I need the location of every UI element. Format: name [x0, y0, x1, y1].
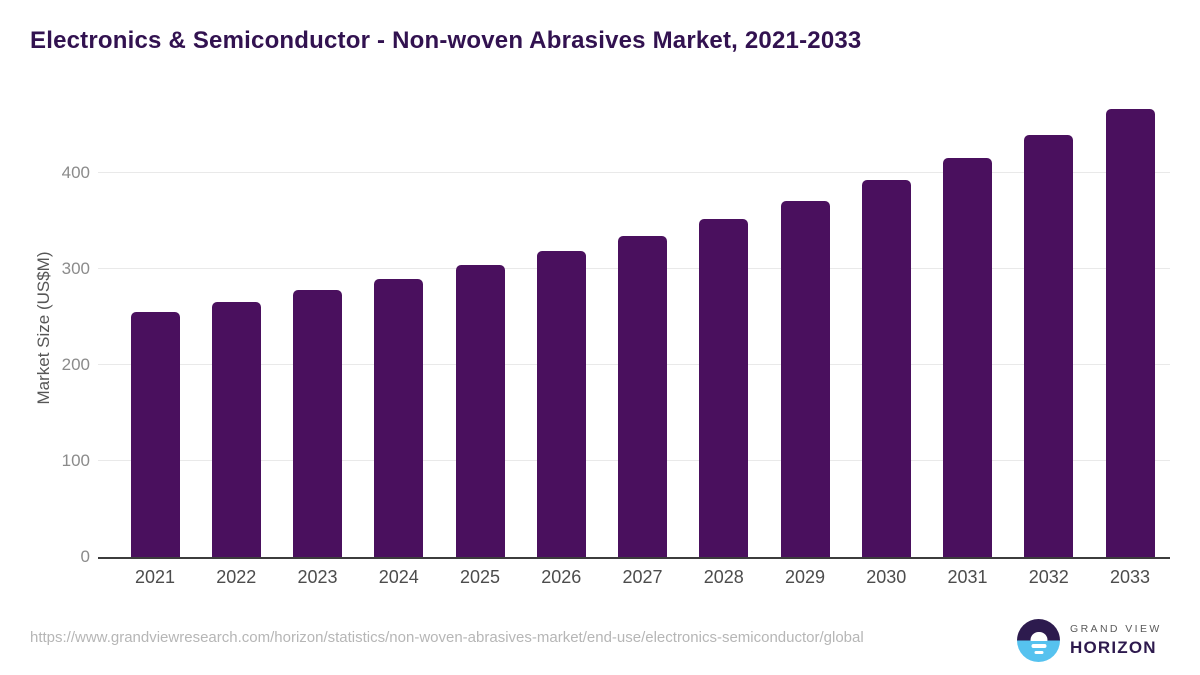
- x-tick-label-2030: 2030: [866, 567, 907, 587]
- bar-2025[interactable]: [455, 265, 505, 557]
- logo-text: GRAND VIEW HORIZON: [1070, 623, 1162, 658]
- x-tick-label-2025: 2025: [459, 567, 501, 587]
- sunset-circle-icon: [1017, 619, 1060, 662]
- y-tick-label-100: 100: [61, 451, 90, 470]
- bar-2031[interactable]: [943, 157, 992, 557]
- chart-title: Electronics & Semiconductor - Non-woven …: [30, 27, 862, 54]
- x-tick-label-2021: 2021: [134, 567, 176, 587]
- x-tick-label-2022: 2022: [216, 567, 257, 587]
- bar-2033[interactable]: [1105, 108, 1155, 557]
- y-tick-label-200: 200: [61, 355, 90, 374]
- bar-2023[interactable]: [293, 290, 342, 557]
- bar-2022[interactable]: [211, 301, 261, 557]
- y-tick-label-0: 0: [80, 547, 90, 566]
- grand-view-horizon-logo: GRAND VIEW HORIZON: [1017, 619, 1162, 662]
- x-tick-label-2029: 2029: [784, 567, 826, 587]
- x-tick-label-2031: 2031: [947, 567, 988, 587]
- plot-area: 0 100 200 300 400 2021 2022 2023 2024 2025 2026 202…: [62, 99, 1170, 587]
- logo-ripple-shape: [1031, 644, 1046, 648]
- bar-2021[interactable]: [130, 312, 180, 557]
- y-tick-label-400: 400: [61, 163, 90, 182]
- y-tick-label-300: 300: [61, 259, 90, 278]
- bar-2032[interactable]: [1024, 134, 1074, 557]
- x-tick-label-2023: 2023: [297, 567, 338, 587]
- gridline-400: [98, 172, 1170, 173]
- bar-2029[interactable]: [780, 200, 830, 557]
- bar-2027[interactable]: [618, 236, 667, 557]
- bar-2030[interactable]: [861, 179, 911, 557]
- logo-brand-name: GRAND VIEW: [1070, 623, 1162, 635]
- logo-sun-shape: [1030, 632, 1047, 641]
- logo-product-name: HORIZON: [1070, 638, 1157, 657]
- logo-ripple-shape: [1034, 651, 1043, 654]
- x-tick-label-2024: 2024: [378, 567, 419, 587]
- x-tick-label-2032: 2032: [1028, 567, 1069, 587]
- x-tick-label-2026: 2026: [541, 567, 582, 587]
- bar-2028[interactable]: [699, 219, 749, 557]
- x-tick-label-2027: 2027: [622, 567, 663, 587]
- x-tick-label-2033: 2033: [1109, 567, 1151, 587]
- source-url-text: https://www.grandviewresearch.com/horizo…: [30, 629, 864, 646]
- bar-2026[interactable]: [536, 250, 586, 557]
- bar-2024[interactable]: [374, 278, 424, 557]
- x-tick-label-2028: 2028: [703, 567, 744, 587]
